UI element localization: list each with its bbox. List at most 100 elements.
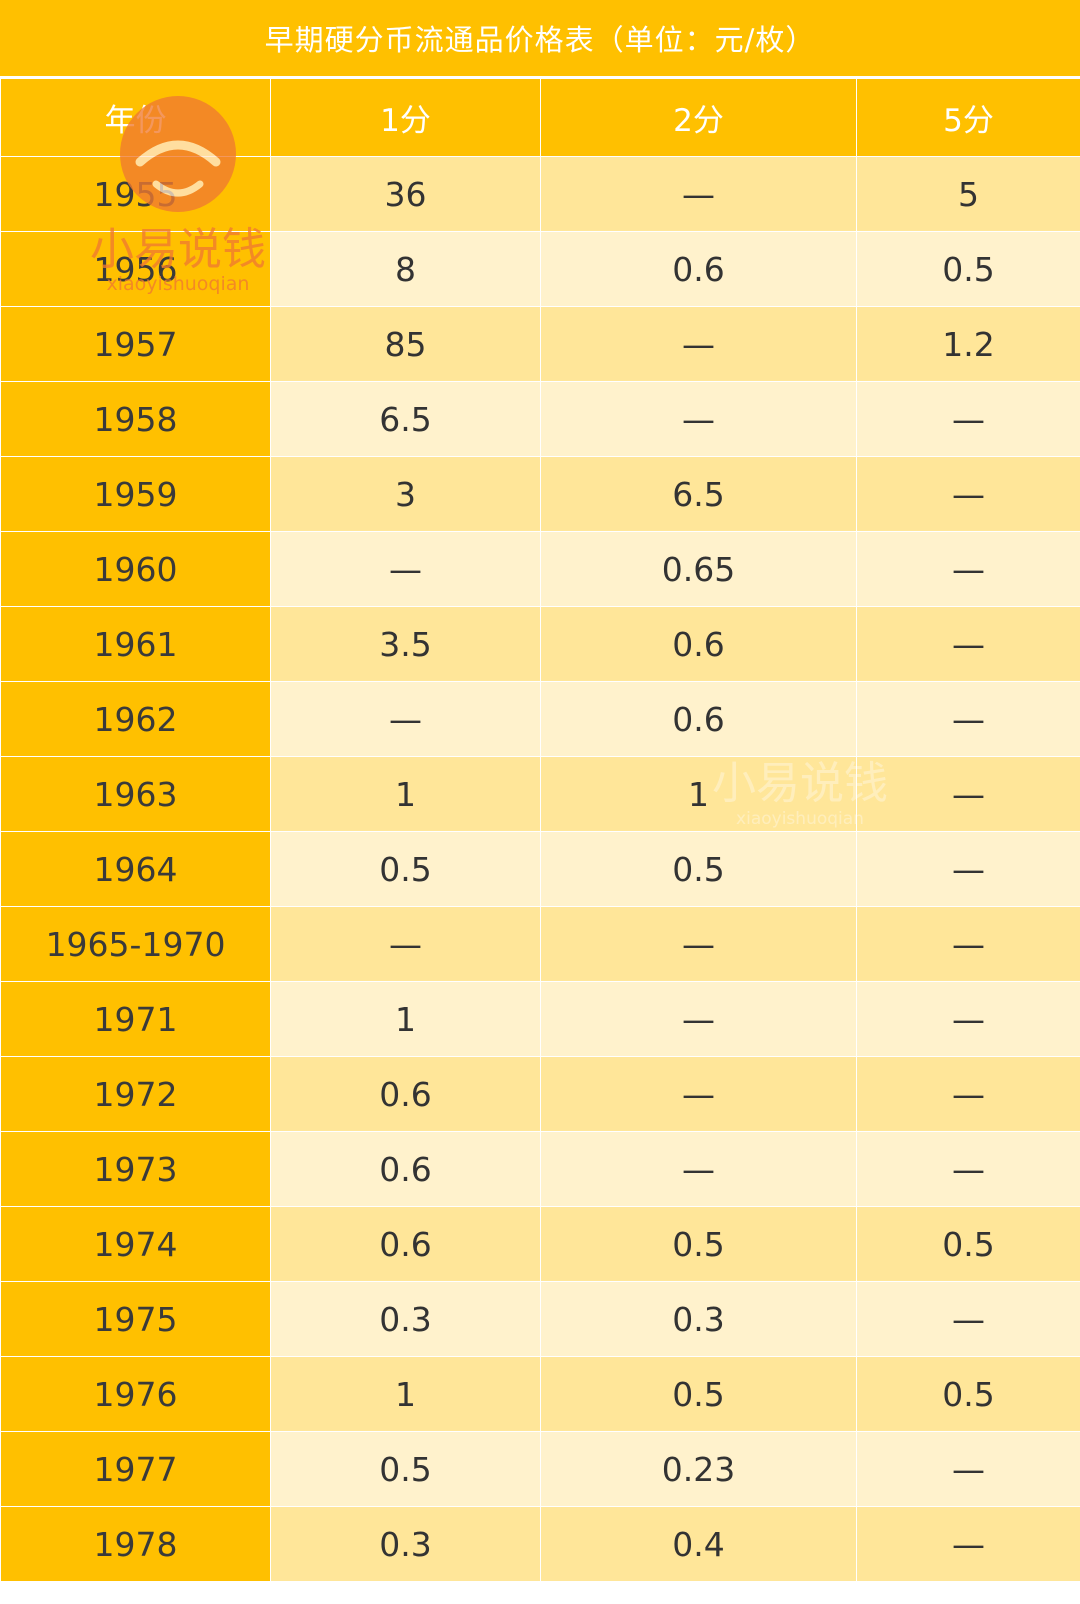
price-table: 年份 1分 2分 5分 1955 36—5 1956 8 0.6 0.5 1957 85—1.… bbox=[0, 78, 1080, 1582]
value-cell-1fen: 0.5 bbox=[270, 1431, 541, 1507]
value-cell-5fen: — bbox=[856, 1131, 1080, 1207]
value-cell-5fen: — bbox=[856, 606, 1080, 682]
value-cell-5fen: — bbox=[856, 531, 1080, 607]
table-row: 1973 0.6— — bbox=[0, 1131, 1080, 1207]
table-row: 1958 6.5— — bbox=[0, 381, 1080, 457]
year-cell: 1955 bbox=[0, 156, 271, 232]
value-cell-2fen: 6.5 bbox=[540, 456, 857, 532]
year-cell: 1975 bbox=[0, 1281, 271, 1357]
table-row: 1978 0.3 0.4— bbox=[0, 1506, 1080, 1582]
year-cell: 1976 bbox=[0, 1356, 271, 1432]
value-cell-1fen: 85 bbox=[270, 306, 541, 382]
table-row: 1959 3 6.5— bbox=[0, 456, 1080, 532]
header-year: 年份 bbox=[0, 78, 271, 157]
table-body: 1955 36—5 1956 8 0.6 0.5 1957 85—1.2 1958 6.5— —19… bbox=[0, 156, 1080, 1582]
value-cell-1fen: 6.5 bbox=[270, 381, 541, 457]
value-cell-1fen: — bbox=[270, 531, 541, 607]
value-cell-2fen: — bbox=[540, 306, 857, 382]
value-cell-1fen: 1 bbox=[270, 1356, 541, 1432]
year-cell: 1959 bbox=[0, 456, 271, 532]
value-cell-5fen: 5 bbox=[856, 156, 1080, 232]
value-cell-1fen: 8 bbox=[270, 231, 541, 307]
table-row: 1965-1970— — — bbox=[0, 906, 1080, 982]
year-cell: 1964 bbox=[0, 831, 271, 907]
value-cell-1fen: 36 bbox=[270, 156, 541, 232]
value-cell-5fen: — bbox=[856, 981, 1080, 1057]
value-cell-2fen: 0.5 bbox=[540, 831, 857, 907]
value-cell-5fen: — bbox=[856, 906, 1080, 982]
table-row: 1962—0.6— bbox=[0, 681, 1080, 757]
value-cell-1fen: 1 bbox=[270, 981, 541, 1057]
header-row: 年份 1分 2分 5分 bbox=[0, 78, 1080, 157]
value-cell-2fen: 0.3 bbox=[540, 1281, 857, 1357]
header-5fen: 5分 bbox=[856, 78, 1080, 157]
value-cell-2fen: 0.5 bbox=[540, 1206, 857, 1282]
year-cell: 1958 bbox=[0, 381, 271, 457]
value-cell-1fen: 3.5 bbox=[270, 606, 541, 682]
year-cell: 1963 bbox=[0, 756, 271, 832]
table-row: 1975 0.3 0.3— bbox=[0, 1281, 1080, 1357]
value-cell-1fen: — bbox=[270, 906, 541, 982]
table-row: 1963 1 1— bbox=[0, 756, 1080, 832]
year-cell: 1977 bbox=[0, 1431, 271, 1507]
value-cell-1fen: 0.6 bbox=[270, 1131, 541, 1207]
value-cell-1fen: 0.6 bbox=[270, 1206, 541, 1282]
table-row: 1971 1— — bbox=[0, 981, 1080, 1057]
table-row: 1964 0.5 0.5— bbox=[0, 831, 1080, 907]
year-cell: 1972 bbox=[0, 1056, 271, 1132]
value-cell-5fen: 0.5 bbox=[856, 1206, 1080, 1282]
value-cell-2fen: — bbox=[540, 981, 857, 1057]
value-cell-5fen: 1.2 bbox=[856, 306, 1080, 382]
value-cell-2fen: 0.23 bbox=[540, 1431, 857, 1507]
value-cell-1fen: 3 bbox=[270, 456, 541, 532]
table-row: 1976 1 0.5 0.5 bbox=[0, 1356, 1080, 1432]
value-cell-5fen: — bbox=[856, 1431, 1080, 1507]
table-row: 1957 85—1.2 bbox=[0, 306, 1080, 382]
value-cell-1fen: 0.5 bbox=[270, 831, 541, 907]
year-cell: 1965-1970 bbox=[0, 906, 271, 982]
value-cell-2fen: — bbox=[540, 1131, 857, 1207]
value-cell-5fen: — bbox=[856, 1056, 1080, 1132]
table-row: 1974 0.6 0.5 0.5 bbox=[0, 1206, 1080, 1282]
table-row: 1961 3.5 0.6— bbox=[0, 606, 1080, 682]
value-cell-5fen: — bbox=[856, 831, 1080, 907]
value-cell-2fen: 0.4 bbox=[540, 1506, 857, 1582]
year-cell: 1973 bbox=[0, 1131, 271, 1207]
table-row: 1972 0.6— — bbox=[0, 1056, 1080, 1132]
value-cell-2fen: — bbox=[540, 156, 857, 232]
value-cell-2fen: — bbox=[540, 381, 857, 457]
value-cell-5fen: — bbox=[856, 381, 1080, 457]
value-cell-2fen: — bbox=[540, 906, 857, 982]
value-cell-1fen: 0.3 bbox=[270, 1506, 541, 1582]
table-row: 1977 0.5 0.23— bbox=[0, 1431, 1080, 1507]
year-cell: 1978 bbox=[0, 1506, 271, 1582]
value-cell-5fen: — bbox=[856, 681, 1080, 757]
value-cell-5fen: — bbox=[856, 456, 1080, 532]
value-cell-2fen: 0.65 bbox=[540, 531, 857, 607]
year-cell: 1971 bbox=[0, 981, 271, 1057]
value-cell-2fen: 1 bbox=[540, 756, 857, 832]
value-cell-1fen: — bbox=[270, 681, 541, 757]
table-row: 1960—0.65— bbox=[0, 531, 1080, 607]
year-cell: 1961 bbox=[0, 606, 271, 682]
table-title: 早期硬分币流通品价格表（单位：元/枚） bbox=[0, 0, 1080, 78]
year-cell: 1957 bbox=[0, 306, 271, 382]
value-cell-1fen: 0.6 bbox=[270, 1056, 541, 1132]
year-cell: 1960 bbox=[0, 531, 271, 607]
year-cell: 1956 bbox=[0, 231, 271, 307]
value-cell-5fen: — bbox=[856, 1281, 1080, 1357]
value-cell-2fen: 0.6 bbox=[540, 231, 857, 307]
header-1fen: 1分 bbox=[270, 78, 541, 157]
value-cell-5fen: — bbox=[856, 756, 1080, 832]
value-cell-5fen: 0.5 bbox=[856, 1356, 1080, 1432]
year-cell: 1962 bbox=[0, 681, 271, 757]
value-cell-2fen: 0.5 bbox=[540, 1356, 857, 1432]
value-cell-2fen: 0.6 bbox=[540, 606, 857, 682]
value-cell-2fen: — bbox=[540, 1056, 857, 1132]
table-row: 1956 8 0.6 0.5 bbox=[0, 231, 1080, 307]
year-cell: 1974 bbox=[0, 1206, 271, 1282]
value-cell-1fen: 1 bbox=[270, 756, 541, 832]
table-row: 1955 36—5 bbox=[0, 156, 1080, 232]
header-2fen: 2分 bbox=[540, 78, 857, 157]
